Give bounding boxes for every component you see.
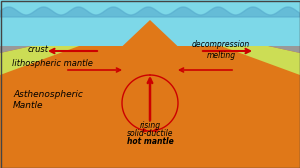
Text: decompression
melting: decompression melting <box>192 40 250 60</box>
Polygon shape <box>0 20 150 75</box>
Text: rising: rising <box>140 121 160 131</box>
Text: lithospheric mantle: lithospheric mantle <box>12 59 92 69</box>
Text: hot mantle: hot mantle <box>127 137 173 146</box>
Polygon shape <box>0 20 150 53</box>
Polygon shape <box>0 0 300 46</box>
Text: solid-ductile: solid-ductile <box>127 130 173 138</box>
Polygon shape <box>150 20 300 75</box>
Text: Asthenospheric
Mantle: Asthenospheric Mantle <box>13 90 83 110</box>
Text: crust: crust <box>28 46 49 54</box>
Polygon shape <box>150 20 300 53</box>
Polygon shape <box>123 20 177 46</box>
